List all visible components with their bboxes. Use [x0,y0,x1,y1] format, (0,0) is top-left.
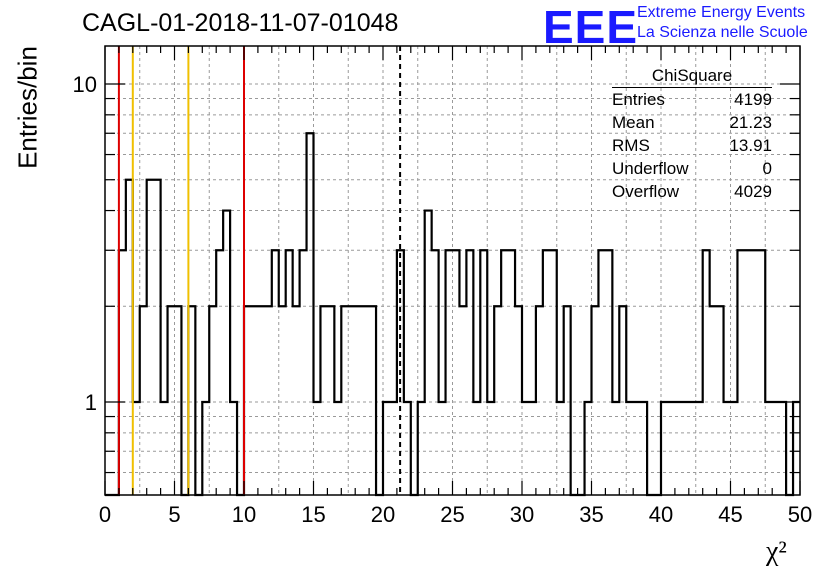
stats-box: ChiSquare Entries 4199 Mean 21.23 RMS 13.91… [612,66,772,203]
stats-value: 4199 [734,90,772,109]
x-tick-label: 20 [371,502,395,527]
axis-ticks: 0 5 10 15 20 25 30 35 40 45 50 1 10 [73,46,812,527]
stats-row: Overflow 4029 [612,180,772,203]
x-tick-label: 30 [510,502,534,527]
x-axis-label: χ² [766,536,787,567]
x-tick-label: 15 [301,502,325,527]
stats-value: 13.91 [729,136,772,155]
stats-label: Entries [612,90,665,109]
x-tick-label: 40 [649,502,673,527]
stats-label: Mean [612,113,655,132]
stats-row: Underflow 0 [612,157,772,180]
x-tick-label: 0 [99,502,111,527]
y-tick-label: 10 [73,72,97,97]
logo-caption-line2: La Scienza nelle Scuole [637,24,808,41]
x-tick-label: 35 [579,502,603,527]
histogram-series [105,132,800,497]
stats-row: Entries 4199 [612,88,772,111]
stats-value: 4029 [734,182,772,201]
stats-title: ChiSquare [612,66,772,88]
stats-label: Overflow [612,182,680,201]
x-tick-label: 25 [440,502,464,527]
stats-row: Mean 21.23 [612,111,772,134]
y-axis-label: Entries/bin [12,46,43,169]
x-tick-label: 10 [232,502,256,527]
eee-logo: EEE [543,1,639,53]
stats-label: RMS [612,136,650,155]
x-tick-label: 5 [168,502,180,527]
x-tick-label: 50 [788,502,812,527]
x-tick-label: 45 [718,502,742,527]
logo-caption-line1: Extreme Energy Events [637,4,806,21]
run-title: CAGL-01-2018-11-07-01048 [82,9,399,37]
stats-value: 21.23 [729,113,772,132]
stats-label: Underflow [612,159,689,178]
marker-lines [117,46,402,495]
stats-row: RMS 13.91 [612,134,772,157]
histogram-outline [105,132,800,497]
stats-value: 0 [762,159,772,178]
y-tick-label: 1 [85,390,97,415]
